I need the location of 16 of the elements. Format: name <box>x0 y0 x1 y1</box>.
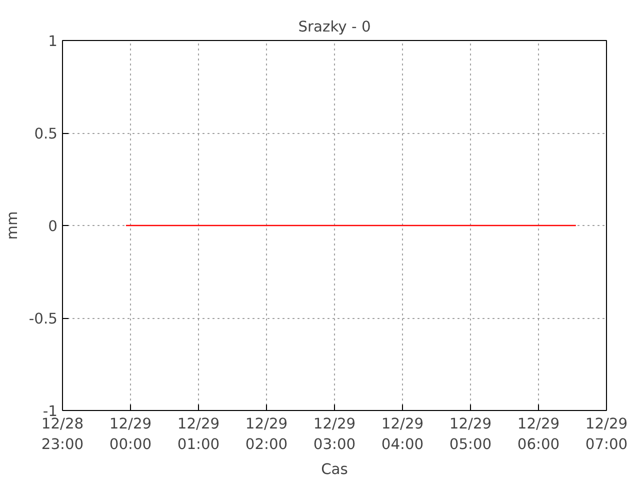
chart-title: Srazky - 0 <box>298 18 371 36</box>
x-tick-label: 12/28 23:00 <box>41 416 84 453</box>
x-axis-title: Cas <box>321 460 348 478</box>
x-tick-label: 12/29 06:00 <box>517 416 560 453</box>
x-tick-label: 12/29 05:00 <box>449 416 492 453</box>
y-axis-title: mm <box>4 211 21 240</box>
y-tick-label: 0.5 <box>34 126 58 142</box>
x-tick-label: 12/29 01:00 <box>177 416 220 453</box>
y-tick-label: 1 <box>48 33 58 50</box>
x-tick-label: 12/29 07:00 <box>585 416 628 453</box>
x-tick-label: 12/29 04:00 <box>381 416 424 453</box>
y-tick-label: -0.5 <box>28 310 58 328</box>
x-tick-label: 12/29 02:00 <box>245 416 288 453</box>
y-tick-label: 0 <box>48 218 58 235</box>
x-tick-label: 12/29 00:00 <box>109 416 152 453</box>
x-tick-label: 12/29 03:00 <box>313 416 356 453</box>
